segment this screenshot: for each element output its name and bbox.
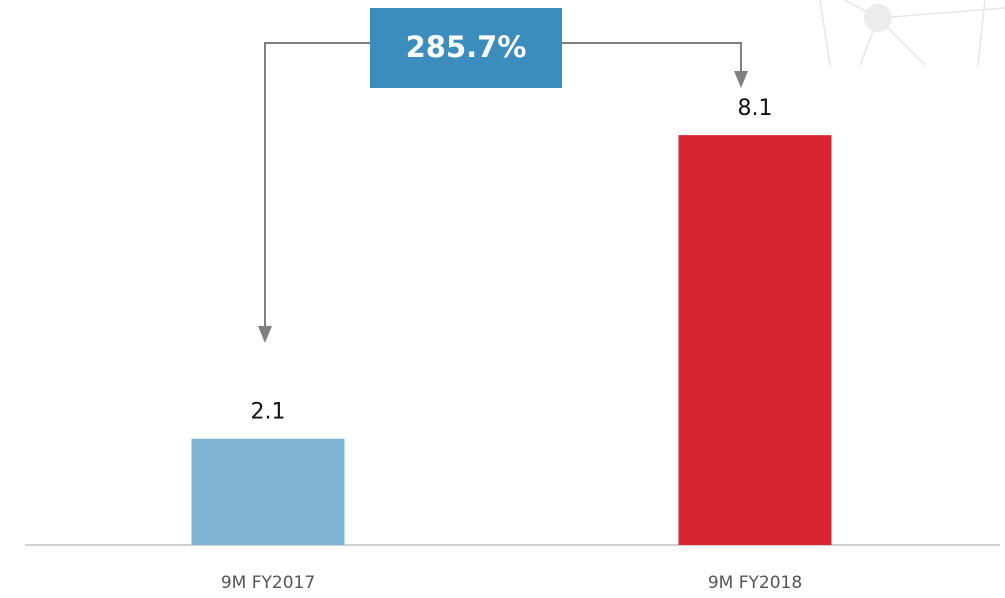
- annotation: 285.7%: [406, 30, 527, 64]
- x-tick-label: 9M FY2018: [708, 573, 802, 593]
- bar: [678, 135, 832, 545]
- annotation-box: [370, 8, 562, 88]
- value-label: 2.1: [251, 400, 286, 425]
- decoration: [819, 0, 1005, 66]
- arrow-head: [734, 71, 748, 88]
- bar: [191, 438, 345, 545]
- value-label: 8.1: [738, 96, 773, 121]
- x-tick-label: 9M FY2017: [221, 573, 315, 593]
- change-connector: [264, 42, 742, 328]
- arrow-head: [258, 326, 272, 343]
